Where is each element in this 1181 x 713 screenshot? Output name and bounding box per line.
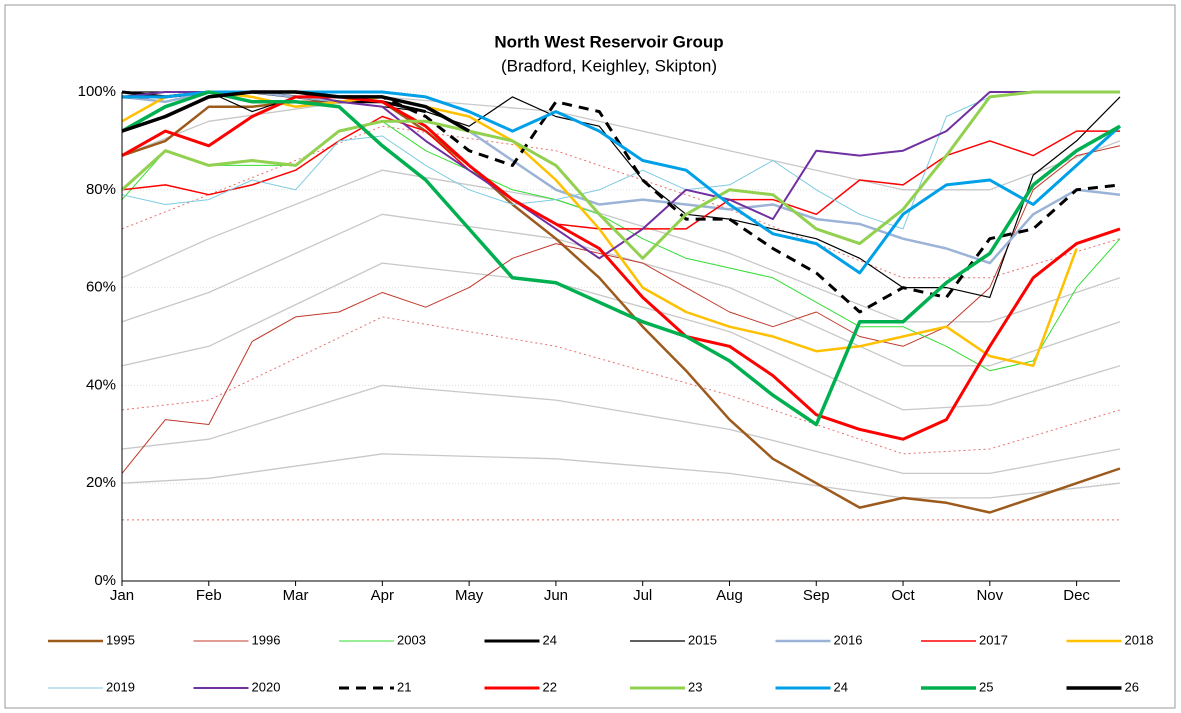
chart-subtitle: (Bradford, Keighley, Skipton) [501,56,717,75]
x-tick-label: Jun [544,587,568,604]
chart-frame [4,4,1176,709]
x-tick-label: Mar [283,587,309,604]
x-tick-label: Sep [803,587,830,604]
reference-line [121,316,1121,455]
legend-label: 2017 [979,632,1008,647]
legend-label: 2015 [688,632,717,647]
series-line [121,90,1121,265]
series-line [121,91,1120,230]
x-tick-label: Aug [716,587,743,604]
x-tick-label: Oct [891,587,915,604]
legend-label: 26 [1125,679,1139,694]
legend-label: 2016 [834,632,863,647]
y-tick-label: 100% [78,83,116,100]
legend-label: 2019 [106,679,135,694]
legend-label: 24 [543,632,557,647]
chart-title: North West Reservoir Group [494,32,723,51]
reference-line [121,96,1121,191]
legend-label: 22 [543,679,557,694]
reference-line [121,169,1121,323]
x-tick-label: Jul [633,587,652,604]
reference-line [121,384,1121,475]
x-tick-label: Feb [196,587,222,604]
legend-label: 24 [834,679,848,694]
y-tick-label: 80% [86,181,116,198]
reference-line [121,262,1121,411]
x-tick-label: Apr [371,587,394,604]
legend-label: 2003 [397,632,426,647]
x-tick-label: May [455,587,484,604]
legend-label: 25 [979,679,993,694]
y-tick-label: 40% [86,376,116,393]
legend-label: 2020 [252,679,281,694]
legend-label: 23 [688,679,702,694]
legend-label: 2018 [1125,632,1154,647]
y-tick-label: 20% [86,474,116,491]
legend-label: 21 [397,679,411,694]
x-tick-label: Nov [976,587,1003,604]
series-line [121,115,1120,230]
y-tick-label: 60% [86,279,116,296]
reference-line [121,453,1121,499]
x-tick-label: Dec [1063,587,1090,604]
series-line [121,90,470,133]
y-tick-label: 0% [94,572,116,589]
legend-label: 1996 [252,632,281,647]
series-line [120,90,1120,260]
series-line [121,90,1121,427]
legend-label: 1995 [106,632,135,647]
x-tick-label: Jan [110,587,134,604]
